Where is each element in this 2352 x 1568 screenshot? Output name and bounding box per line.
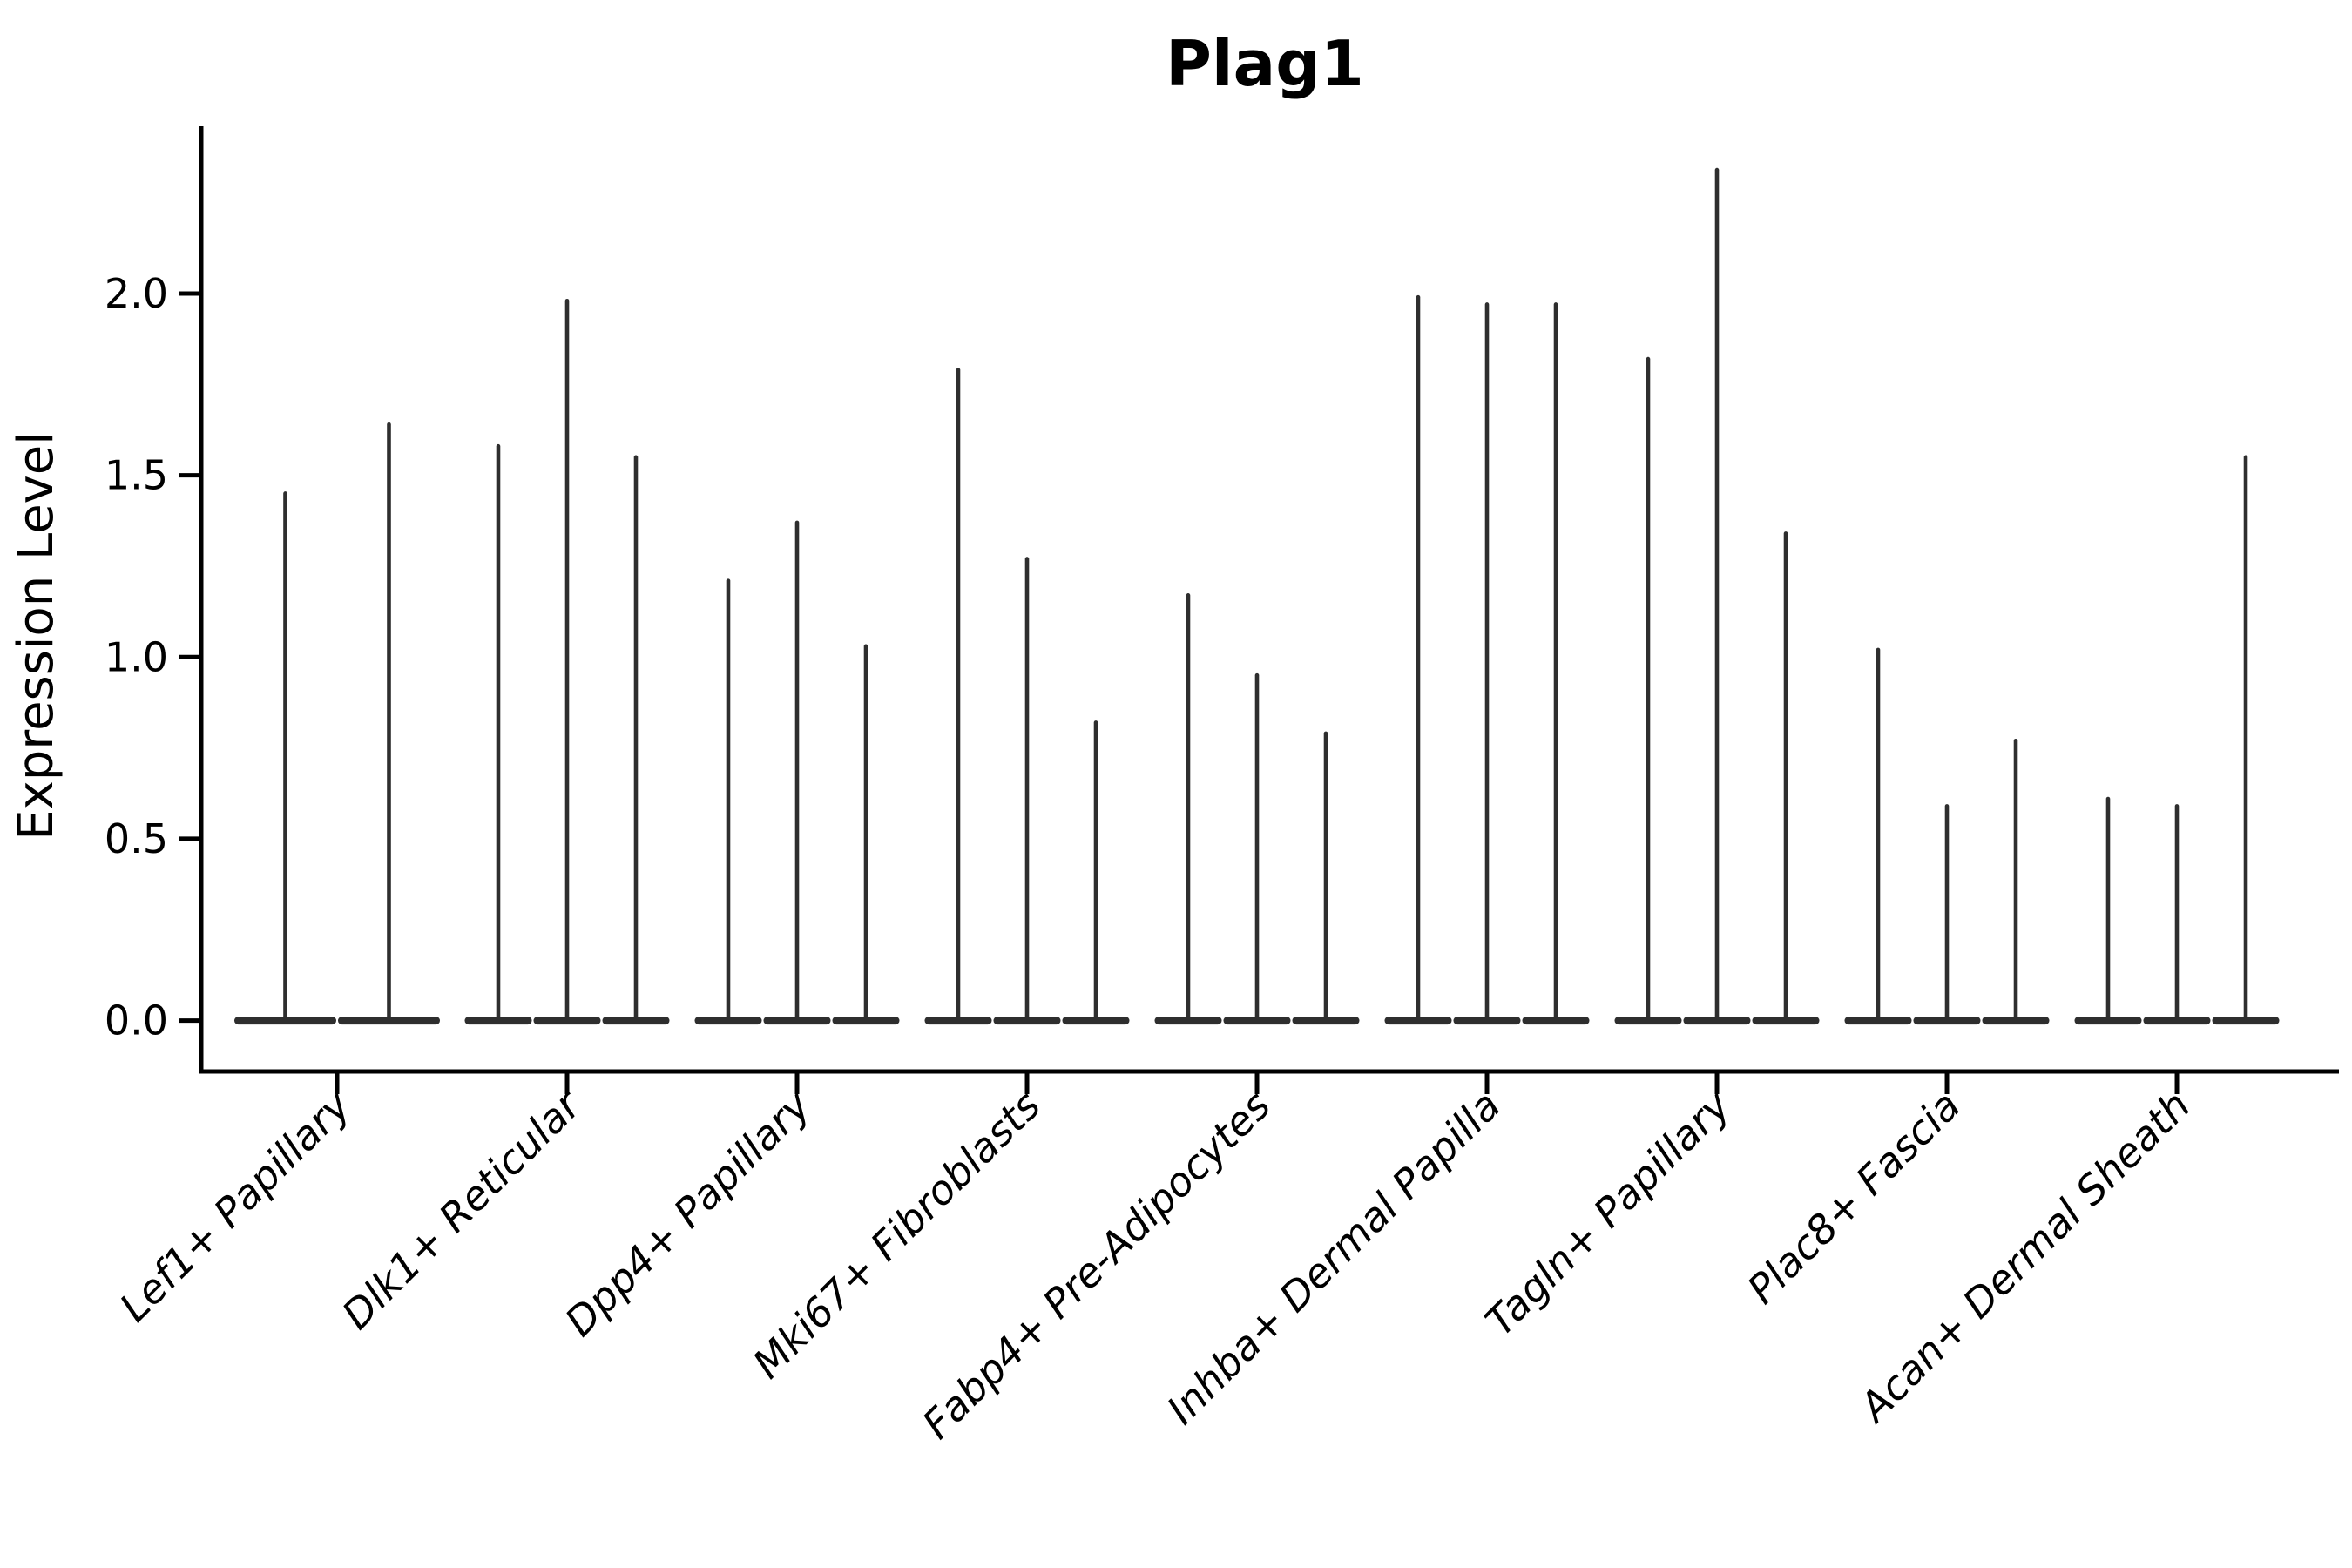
chart-title: Plag1 <box>1166 27 1364 100</box>
y-tick-label: 0.5 <box>105 815 168 862</box>
y-tick-label: 0.0 <box>105 997 168 1044</box>
y-tick-label: 2.0 <box>105 270 168 317</box>
violin-group <box>234 422 440 1025</box>
x-tick-label: Lef1+ Papillary <box>111 1081 360 1330</box>
violin-group <box>1154 593 1360 1025</box>
y-tick-label: 1.0 <box>105 633 168 680</box>
violin-group <box>2074 455 2280 1025</box>
violin-series <box>234 167 2280 1025</box>
y-axis-label: Expression Level <box>8 431 64 841</box>
violin-group <box>694 520 900 1025</box>
violin-group <box>1614 167 1820 1025</box>
x-tick-label: Plac8+ Fascia <box>1738 1082 1969 1313</box>
x-tick-label: Dpp4+ Papillary <box>556 1081 820 1345</box>
x-tick-label: Dlk1+ Reticular <box>333 1079 591 1338</box>
x-tick-label: Tagln+ Papillary <box>1476 1081 1740 1345</box>
violin-group <box>1844 647 2050 1025</box>
violin-group <box>464 299 670 1025</box>
y-tick-label: 1.5 <box>105 452 168 499</box>
violin-group <box>1384 294 1590 1025</box>
violin-group <box>924 368 1130 1025</box>
